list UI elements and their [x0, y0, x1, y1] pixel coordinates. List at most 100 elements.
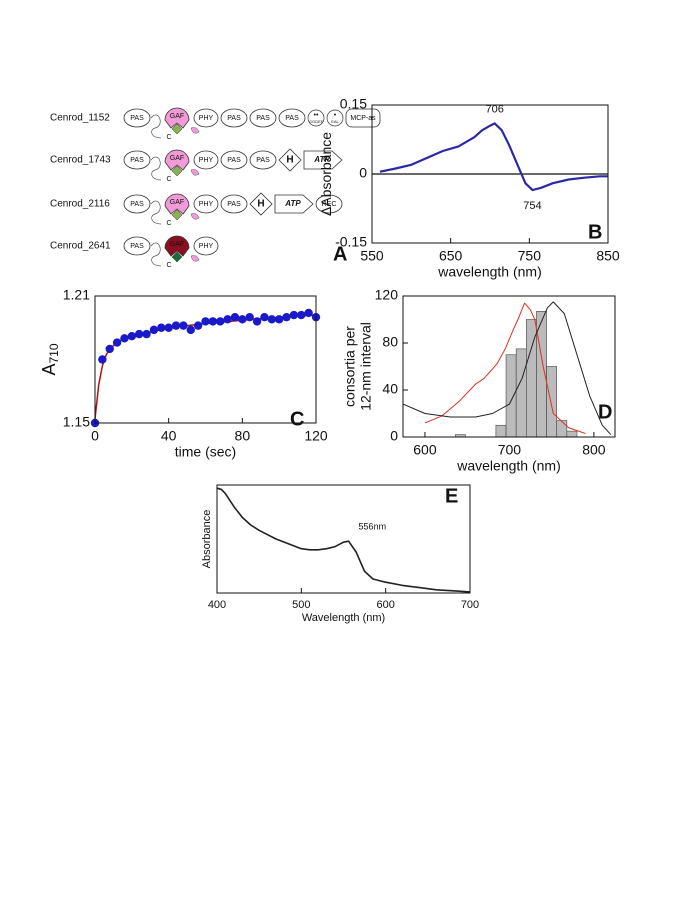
domain-label: REC — [322, 201, 337, 208]
y-tick-label: 40 — [382, 381, 398, 397]
y-axis-title: Absorbance — [201, 510, 213, 569]
x-axis-title: wavelength (nm) — [456, 458, 561, 474]
fit-line — [94, 314, 317, 419]
x-tick-label: 40 — [161, 428, 177, 444]
active-site-dots: •• — [314, 112, 319, 119]
domain — [249, 150, 277, 170]
domain — [193, 108, 219, 128]
data-point — [98, 355, 107, 364]
chromophore-label: C — [166, 220, 171, 227]
domain-label: H — [257, 199, 264, 210]
domain — [123, 236, 151, 256]
y-axis-title: consortia per — [342, 326, 358, 407]
data-point — [120, 334, 129, 343]
panel-label: B — [588, 221, 602, 243]
data-point — [297, 310, 306, 320]
x-tick-label: 600 — [376, 599, 394, 611]
h-domain — [278, 148, 302, 172]
y-axis-title-subscript: 710 — [47, 343, 61, 363]
domain-label: GAF — [170, 155, 184, 162]
protein-name: Cenrod_2116 — [50, 199, 110, 210]
phy-tongue — [190, 127, 200, 134]
x-tick-label: 500 — [292, 599, 310, 611]
gaf-domain — [164, 235, 190, 257]
data-point — [112, 338, 122, 347]
x-tick-label: 700 — [498, 442, 522, 458]
data-line — [379, 122, 608, 192]
data-point — [164, 323, 173, 332]
y-axis-title-main: A — [39, 364, 59, 376]
y-tick-label: 0 — [359, 165, 367, 181]
panel-label: E — [445, 485, 458, 507]
y-axis-title-main: Absorbance — [201, 510, 213, 569]
domain — [315, 194, 343, 214]
spectrum-line — [402, 301, 612, 435]
x-tick-label: 650 — [439, 248, 463, 264]
x-tick-label: 800 — [582, 442, 606, 458]
domain — [220, 108, 248, 128]
domain — [220, 150, 248, 170]
x-tick-label: 0 — [91, 428, 99, 444]
x-tick-label: 750 — [518, 248, 542, 264]
domain — [278, 108, 306, 128]
data-point — [186, 325, 195, 335]
y-tick-label: 1.15 — [63, 414, 90, 430]
y-tick-label: 80 — [382, 334, 398, 350]
histogram-bar — [495, 424, 507, 438]
y-axis-title: 12-nm interval — [358, 322, 374, 411]
data-point — [230, 312, 240, 322]
data-point — [171, 321, 181, 330]
chromophore — [171, 123, 183, 135]
data-point — [201, 317, 210, 326]
domain-label: PAS — [130, 201, 144, 208]
histogram-bar — [546, 366, 558, 438]
domain — [193, 194, 219, 214]
x-tick-label: 850 — [596, 248, 620, 264]
domain-label: PAS — [227, 115, 241, 122]
domain-label: PHY — [199, 157, 214, 164]
x-tick-label: 550 — [360, 248, 384, 264]
y-axis-title-main: ΔAbsorbance — [318, 132, 334, 216]
histogram-bar — [505, 354, 517, 438]
domain-label: PHY — [199, 115, 214, 122]
domain-label: PAS — [227, 201, 241, 208]
domain-label: GAF — [170, 199, 184, 206]
data-point — [252, 317, 262, 326]
domain-label: ATP — [313, 155, 330, 164]
chromophore — [171, 209, 183, 221]
chromophore-label: C — [166, 134, 171, 141]
protein-name: Cenrod_1743 — [50, 155, 111, 166]
x-axis-title: Wavelength (nm) — [302, 612, 385, 624]
data-line — [216, 487, 471, 593]
panel-label: C — [290, 408, 304, 430]
x-tick-label: 120 — [304, 428, 328, 444]
y-tick-label: 0.15 — [340, 96, 367, 112]
spectrum-line — [424, 302, 586, 434]
domain-label: PAS — [256, 115, 270, 122]
data-point — [238, 315, 247, 324]
protein-name: Cenrod_1152 — [50, 113, 110, 124]
small-domain — [326, 109, 344, 127]
domain — [193, 150, 219, 170]
domain — [249, 108, 277, 128]
data-point — [304, 308, 313, 318]
chromophore-label: C — [166, 176, 171, 183]
data-point — [157, 323, 166, 332]
data-point — [216, 317, 225, 326]
x-tick-label: 700 — [461, 599, 479, 611]
chromophore-label: C — [166, 262, 171, 269]
domain-label: PHY — [199, 243, 214, 250]
domain-label: GAF — [170, 241, 184, 248]
protein-name: Cenrod_2641 — [50, 241, 111, 252]
domain — [123, 150, 151, 170]
domain — [193, 236, 219, 256]
active-site-dots: • — [334, 112, 337, 119]
domain — [123, 108, 151, 128]
domain-label: PAS — [130, 115, 144, 122]
data-point — [208, 317, 218, 326]
phy-tongue — [190, 213, 200, 220]
domain-label: PAS — [130, 243, 144, 250]
domain-label: PAS — [256, 157, 270, 164]
data-point — [223, 315, 232, 324]
